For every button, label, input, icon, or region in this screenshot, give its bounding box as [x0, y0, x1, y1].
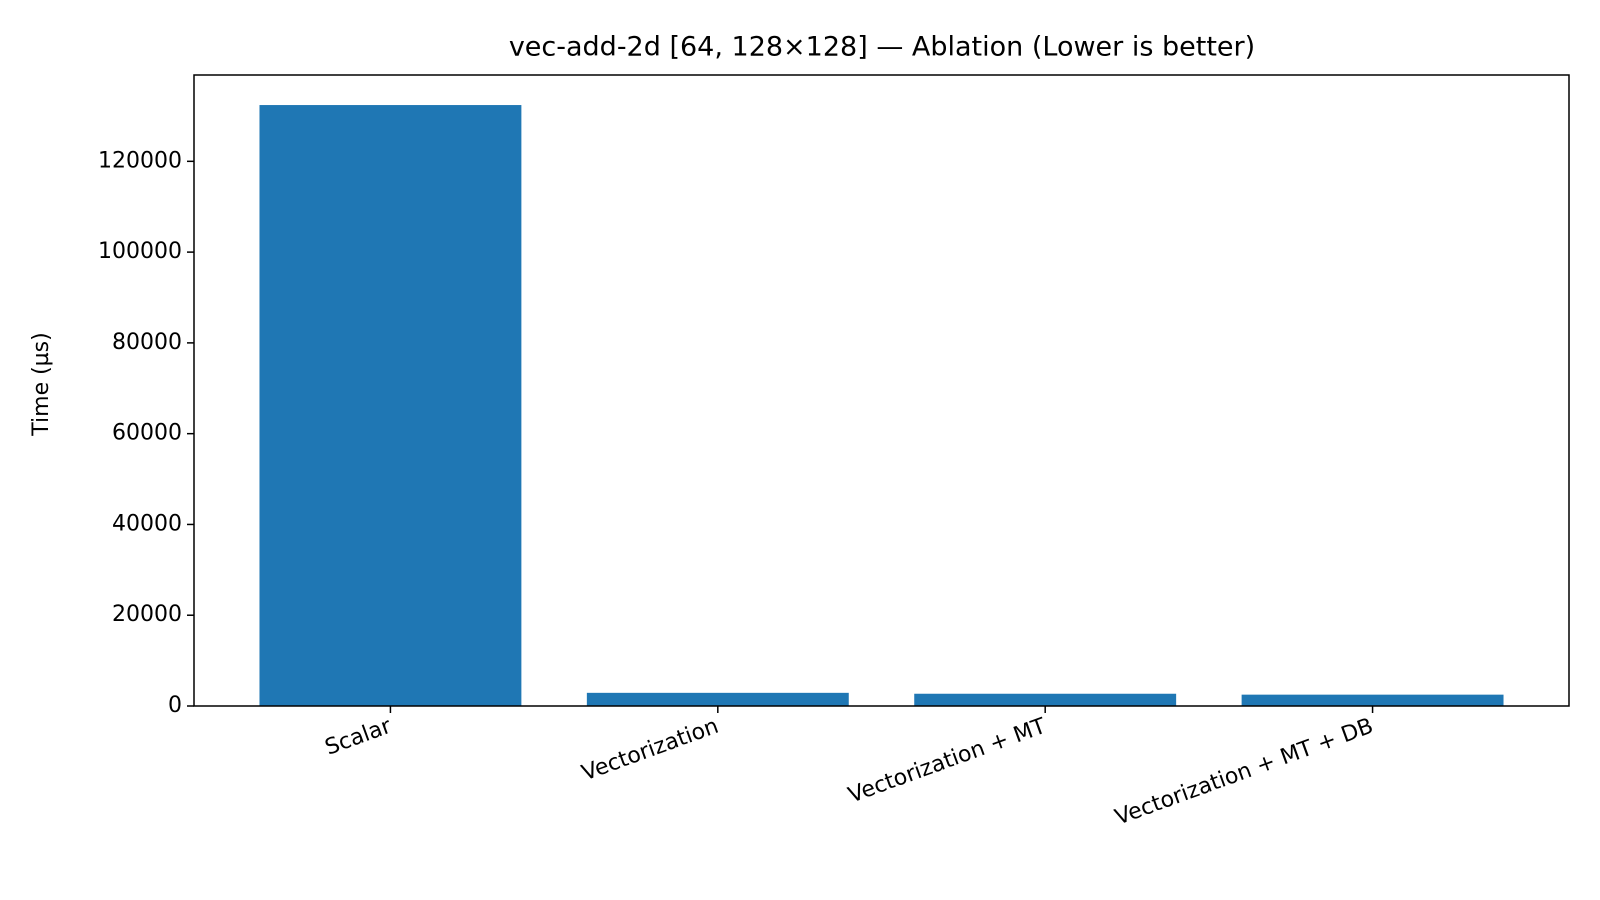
y-tick-label: 100000	[98, 239, 182, 264]
y-tick-label: 80000	[112, 330, 182, 355]
y-tick-label: 40000	[112, 511, 182, 536]
x-tick-label: Vectorization + MT	[845, 714, 1050, 809]
y-tick-label: 0	[168, 693, 182, 718]
x-tick-label: Vectorization	[579, 714, 722, 787]
y-tick-label: 20000	[112, 602, 182, 627]
bar	[586, 692, 849, 706]
chart-title: vec-add-2d [64, 128×128] — Ablation (Low…	[509, 32, 1255, 63]
x-tick-label: Vectorization + MT + DB	[1112, 714, 1377, 831]
y-tick-label: 60000	[112, 421, 182, 446]
bar	[914, 693, 1177, 706]
y-axis-label: Time (µs)	[29, 332, 54, 436]
x-tick-label: Scalar	[322, 713, 396, 760]
y-tick-label: 120000	[98, 148, 182, 173]
plot-frame	[193, 74, 1570, 707]
bar	[259, 105, 522, 707]
bar	[1241, 694, 1504, 706]
